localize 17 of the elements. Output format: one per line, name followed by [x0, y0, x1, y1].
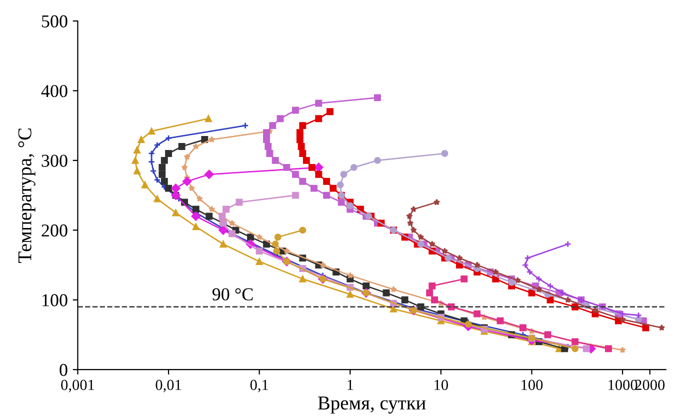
y-tick-label: 500	[42, 15, 68, 28]
x-tick-label: 10	[434, 380, 448, 390]
x-tick-label: 0,01	[156, 380, 181, 392]
x-tick-label: 0,001	[61, 380, 94, 392]
x-tick-label: 1000	[608, 380, 638, 390]
x-tick-label: 2000	[635, 380, 665, 390]
x-axis-title: Время, сутки	[318, 396, 426, 414]
ref-line-label: 90 °C	[212, 288, 253, 300]
y-tick-label: 200	[42, 224, 68, 237]
y-tick-label: 0	[60, 364, 68, 376]
x-tick-label: 100	[522, 380, 543, 390]
x-tick-label: 0,1	[250, 380, 268, 392]
y-axis-title: Температура, °C	[18, 128, 36, 263]
y-tick-label: 300	[42, 154, 68, 167]
y-tick-label: 400	[41, 84, 68, 98]
y-tick-label: 100	[42, 294, 68, 306]
x-tick-label: 1	[348, 380, 354, 390]
